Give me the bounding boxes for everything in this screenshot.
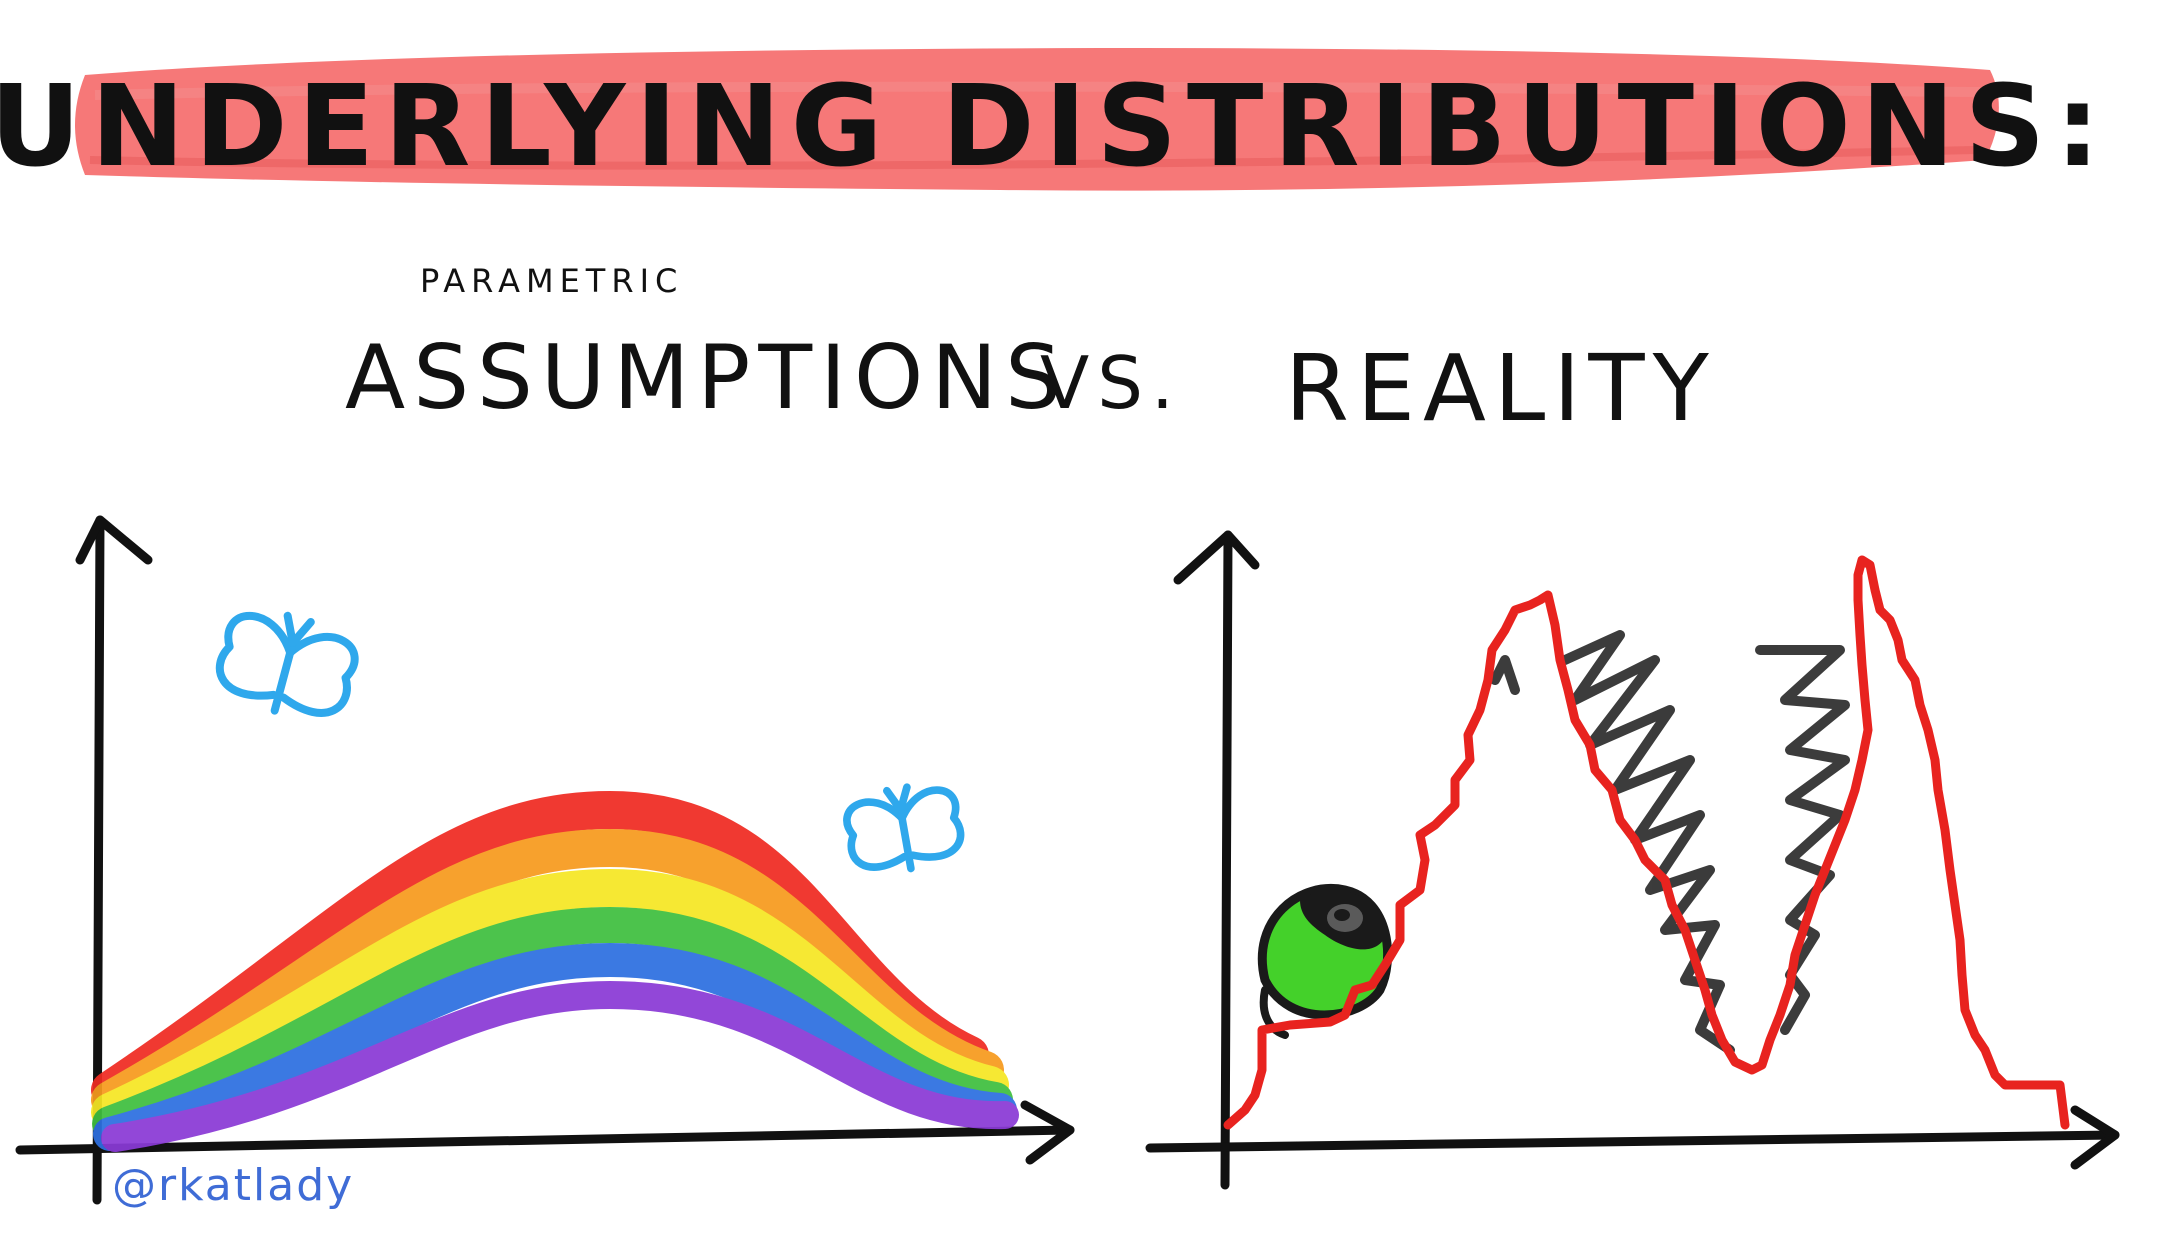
- assumptions-y-arrowhead: [75, 515, 153, 565]
- assumptions-x-arrowhead: [1020, 1100, 1075, 1165]
- reality-distribution-curve: [1223, 555, 2070, 1130]
- reality-x-arrowhead: [2070, 1105, 2120, 1170]
- artist-signature: @rkatlady: [112, 1160, 354, 1211]
- subtitle-right: REALITY: [1285, 335, 1717, 442]
- assumptions-x-axis: [15, 1125, 1075, 1155]
- reality-y-arrowhead: [1173, 530, 1260, 585]
- reality-axes: [1145, 530, 2120, 1190]
- reality-x-axis: [1145, 1130, 2120, 1153]
- butterfly-icon: [843, 783, 965, 873]
- monster-eye-icon: [1257, 884, 1393, 1039]
- page-title: UNDERLYING DISTRIBUTIONS:: [0, 62, 2110, 192]
- butterfly-icon: [215, 611, 359, 717]
- subtitle-qualifier: PARAMETRIC: [420, 262, 683, 300]
- subtitle-left: ASSUMPTIONS: [345, 326, 1069, 429]
- title-highlight: [75, 48, 1999, 191]
- subtitle-versus: VS.: [1040, 341, 1182, 425]
- rainbow-bell-curve: [91, 790, 1019, 1152]
- reality-y-axis: [1220, 530, 1233, 1190]
